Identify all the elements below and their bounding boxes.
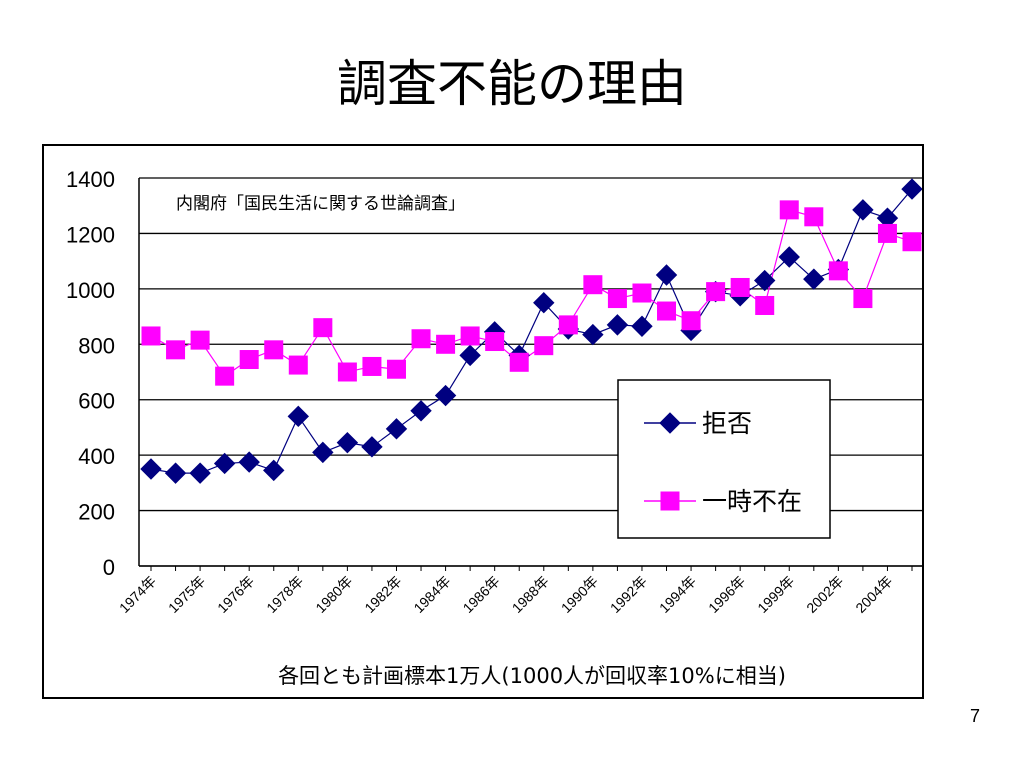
y-tick-label: 400 bbox=[78, 444, 115, 469]
series-1-point bbox=[459, 344, 481, 367]
series-1-point bbox=[385, 418, 408, 440]
series-1-point bbox=[533, 292, 555, 314]
series-2-point bbox=[534, 336, 554, 356]
series-1-point bbox=[287, 405, 309, 428]
x-tick-label: 2002年 bbox=[803, 573, 846, 616]
y-tick-label: 600 bbox=[78, 389, 115, 414]
series-2-point bbox=[141, 326, 161, 346]
legend bbox=[617, 379, 831, 539]
page-number: 7 bbox=[969, 706, 980, 726]
series-1-point bbox=[778, 246, 800, 268]
y-tick-label: 1000 bbox=[66, 278, 115, 303]
legend-marker bbox=[659, 412, 681, 434]
series-2-point bbox=[877, 223, 897, 243]
x-tick-label: 1974年 bbox=[116, 573, 159, 616]
series-2-point bbox=[166, 340, 186, 360]
x-tick-label: 1980年 bbox=[312, 573, 355, 616]
series-1-point bbox=[189, 462, 211, 484]
chart-frame: 0 200 400 600 800 1000 1200 1400 1974年 1975年 1976年… bbox=[42, 144, 924, 699]
series-1-point bbox=[410, 400, 432, 422]
series-1-point bbox=[803, 268, 825, 290]
series-1-point bbox=[631, 315, 653, 337]
y-tick-label: 1200 bbox=[66, 222, 115, 247]
slide-title: 調査不能の理由 bbox=[337, 55, 687, 113]
x-tick-label: 1992年 bbox=[607, 573, 650, 616]
x-tick-label: 1984年 bbox=[410, 573, 453, 616]
legend-label: 拒否 bbox=[702, 409, 752, 438]
y-tick-label: 800 bbox=[78, 333, 115, 358]
x-tick-label: 1990年 bbox=[558, 573, 601, 616]
series-1-point bbox=[213, 452, 236, 475]
y-tick-label: 200 bbox=[78, 500, 115, 525]
series-2-point bbox=[779, 200, 799, 220]
series-1-point bbox=[336, 431, 359, 454]
chart-annotation: 内閣府「国民生活に関する世論調査」 bbox=[176, 194, 465, 214]
series-2-point bbox=[681, 311, 701, 331]
series-2-point bbox=[583, 275, 603, 295]
series-2-point bbox=[313, 318, 333, 338]
series-2-point bbox=[239, 350, 259, 370]
series-2-point bbox=[632, 283, 652, 303]
series-1-point bbox=[164, 462, 187, 484]
series-2-point bbox=[902, 232, 922, 252]
y-tick-label: 1400 bbox=[66, 167, 115, 192]
legend-marker bbox=[660, 491, 680, 511]
series-1-point bbox=[263, 459, 285, 482]
series-2-point bbox=[853, 289, 873, 309]
series-2-point bbox=[411, 329, 431, 349]
series-2-point bbox=[460, 326, 480, 346]
series-1-point bbox=[312, 441, 334, 464]
legend-label: 一時不在 bbox=[702, 487, 802, 516]
x-tick-label: 1988年 bbox=[509, 573, 552, 616]
x-tick-label: 1978年 bbox=[263, 573, 306, 616]
x-axis-title: 各回とも計画標本1万人(1000人が回収率10%に相当) bbox=[278, 664, 786, 688]
x-tick-label: 1975年 bbox=[165, 573, 208, 616]
series-2-point bbox=[706, 282, 726, 302]
x-tick-label: 1976年 bbox=[214, 573, 257, 616]
series-1-point bbox=[238, 451, 260, 473]
series-1-point bbox=[606, 314, 629, 336]
series-1-point bbox=[754, 269, 776, 292]
series-2-point bbox=[509, 352, 529, 372]
x-tick-label: 1986年 bbox=[460, 573, 503, 616]
series-2-point bbox=[804, 207, 824, 227]
series-1-point bbox=[361, 436, 383, 458]
x-tick-label: 1982年 bbox=[361, 573, 404, 616]
series-2-point bbox=[485, 332, 505, 352]
x-tick-label: 1996年 bbox=[705, 573, 748, 616]
series-2-point bbox=[288, 355, 308, 375]
series-1-point bbox=[140, 458, 162, 480]
series-1-point bbox=[655, 264, 678, 286]
x-tick-label: 1994年 bbox=[656, 573, 699, 616]
series-2-point bbox=[264, 340, 284, 360]
series-1-point bbox=[434, 384, 457, 407]
series-1-point bbox=[901, 178, 922, 200]
series-1-point bbox=[582, 323, 604, 346]
series-2-point bbox=[436, 334, 456, 354]
series-2-point bbox=[337, 362, 357, 382]
series-2-point bbox=[215, 366, 235, 386]
series-2-point bbox=[730, 277, 750, 297]
y-tick-label: 0 bbox=[103, 555, 115, 580]
x-tick-label: 2004年 bbox=[852, 573, 895, 616]
series-2-point bbox=[362, 356, 382, 376]
series-2-point bbox=[755, 295, 775, 315]
series-2-point bbox=[558, 315, 578, 335]
series-2-point bbox=[657, 301, 677, 321]
x-tick-label: 1999年 bbox=[754, 573, 797, 616]
series-2-point bbox=[828, 261, 848, 281]
series-2-point bbox=[190, 330, 210, 350]
series-2-point bbox=[386, 359, 406, 379]
series-2-point bbox=[607, 289, 627, 309]
series-1-point bbox=[852, 199, 874, 221]
line-chart: 0 200 400 600 800 1000 1200 1400 1974年 1975年 1976年… bbox=[66, 167, 922, 688]
